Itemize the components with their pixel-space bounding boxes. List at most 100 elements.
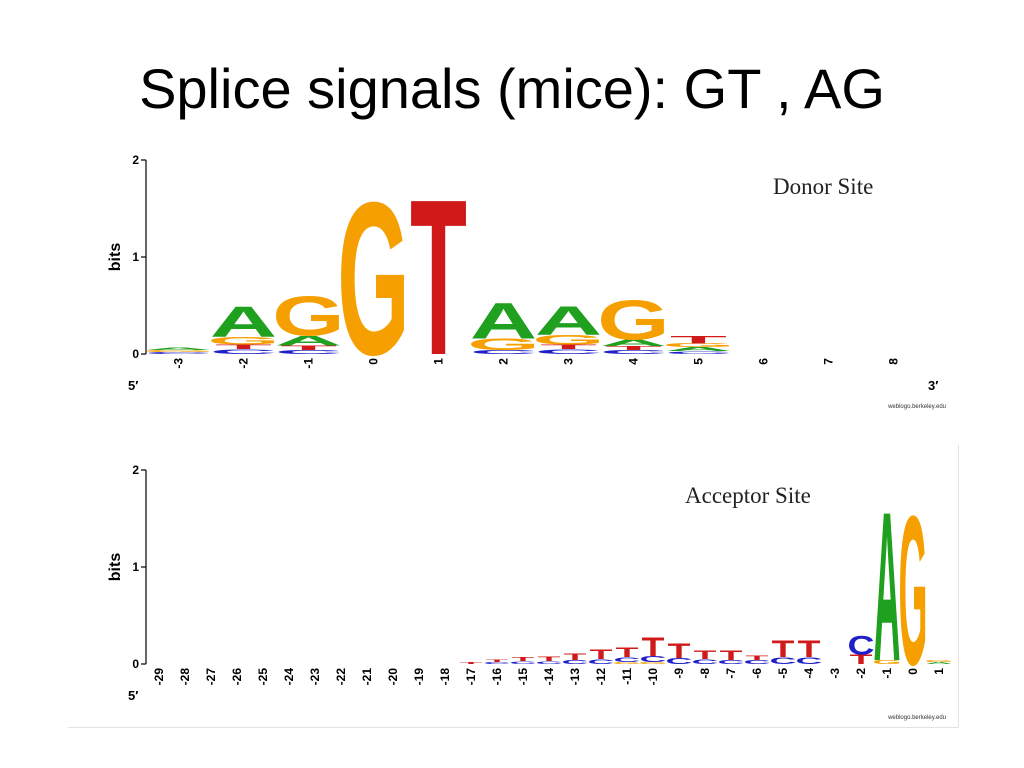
- logo-letter-g: G: [613, 662, 642, 665]
- logo-letter-c: C: [535, 348, 602, 356]
- logo-letter-a: A: [535, 299, 602, 344]
- logo-letter-t: T: [590, 647, 613, 662]
- logo-letter-g: G: [142, 350, 214, 353]
- position-label: -27: [204, 668, 218, 686]
- logo-letter-t: T: [670, 334, 727, 346]
- position-label: -7: [724, 668, 738, 679]
- logo-letter-t: T: [564, 651, 587, 662]
- logo-letter-g: G: [337, 156, 409, 401]
- position-label: -3: [172, 358, 186, 369]
- donor-site-logo: 0 1 2 bits Donor Site 5′ 3′ weblogo.berkeley.ed…: [68, 140, 958, 420]
- logo-letter-a: A: [275, 333, 342, 348]
- five-prime-label: 5′: [128, 688, 138, 703]
- logo-letter-g: G: [662, 342, 734, 348]
- y-axis-label: bits: [107, 243, 124, 272]
- five-prime-label: 5′: [128, 378, 138, 393]
- acceptor-site-title: Acceptor Site: [685, 483, 811, 508]
- y-tick-label: 2: [132, 463, 139, 477]
- position-label: 6: [757, 358, 771, 365]
- logo-letter-c: C: [145, 352, 212, 355]
- logo-letter-t: T: [410, 154, 467, 402]
- logo-letter-g: G: [925, 660, 954, 663]
- logo-letter-t: T: [720, 648, 743, 663]
- logo-letter-t: T: [694, 648, 717, 662]
- logo-letter-c: C: [600, 349, 667, 355]
- y-axis-label: bits: [107, 553, 124, 582]
- logo-letter-t: T: [215, 343, 272, 351]
- logo-letter-t: T: [605, 345, 662, 351]
- position-label: -2: [854, 668, 868, 679]
- position-label: -29: [152, 668, 166, 686]
- position-label: 4: [627, 358, 641, 365]
- position-label: -2: [237, 358, 251, 369]
- donor-site-title: Donor Site: [773, 174, 873, 199]
- position-label: -26: [230, 668, 244, 686]
- logo-letter-a: A: [874, 469, 901, 706]
- logo-letter-g: G: [639, 662, 668, 665]
- logo-letter-a: A: [210, 298, 277, 346]
- position-label: -6: [750, 668, 764, 679]
- position-label: -10: [646, 668, 660, 686]
- logo-letter-c: C: [510, 660, 537, 665]
- position-label: -17: [464, 668, 478, 686]
- weblogo-credit: weblogo.berkeley.edu: [887, 715, 946, 721]
- logo-letter-g: G: [532, 332, 604, 347]
- three-prime-label: 3′: [928, 378, 938, 393]
- logo-letter-t: T: [642, 632, 665, 662]
- position-label: 7: [822, 358, 836, 365]
- position-label: -23: [308, 668, 322, 686]
- logo-letter-t: T: [772, 636, 795, 663]
- logo-letter-c: C: [562, 659, 589, 665]
- logo-letter-t: T: [460, 662, 483, 665]
- donor-logo-svg: 0 1 2 bits Donor Site 5′ 3′ weblogo.berkeley.ed…: [107, 153, 946, 410]
- logo-letter-a: A: [600, 338, 667, 349]
- logo-letter-c: C: [536, 660, 563, 665]
- position-label: -4: [802, 668, 816, 679]
- logo-letter-c: C: [470, 349, 537, 355]
- logo-letter-g: G: [467, 336, 539, 354]
- position-label: -14: [542, 668, 556, 686]
- logo-letter-g: G: [899, 473, 928, 710]
- position-label: -13: [568, 668, 582, 686]
- position-label: 8: [887, 358, 901, 365]
- slide-title: Splice signals (mice): GT , AG: [139, 57, 885, 120]
- logo-letter-t: T: [746, 654, 770, 662]
- logo-letter-c: C: [665, 350, 732, 355]
- position-label: -9: [672, 668, 686, 679]
- logo-letter-c: C: [640, 655, 667, 664]
- weblogo-credit: weblogo.berkeley.edu: [887, 404, 946, 410]
- position-label: -24: [282, 668, 296, 686]
- y-tick-label: 1: [132, 560, 139, 574]
- position-label: 0: [367, 358, 381, 365]
- logo-letter-a: A: [665, 346, 732, 352]
- position-label: -19: [412, 668, 426, 686]
- logo-letter-g: G: [207, 335, 279, 347]
- position-label: -16: [490, 668, 504, 686]
- logo-letter-c: C: [718, 659, 745, 665]
- logo-letter-c: C: [275, 349, 342, 355]
- position-label: -12: [594, 668, 608, 686]
- logo-letter-g: G: [272, 285, 344, 348]
- logo-letter-c: C: [770, 655, 797, 666]
- position-label: 3: [562, 358, 576, 365]
- logo-letter-t: T: [616, 645, 639, 660]
- position-label: -11: [620, 668, 634, 685]
- y-tick-label: 2: [132, 153, 139, 167]
- position-label: -15: [516, 668, 530, 686]
- position-label: -1: [302, 358, 316, 369]
- logo-letter-t: T: [512, 656, 535, 662]
- logo-letter-t: T: [538, 655, 562, 663]
- position-label: -25: [256, 668, 270, 686]
- position-label: 1: [432, 358, 446, 365]
- position-label: -20: [386, 668, 400, 686]
- logo-letter-t: T: [850, 652, 873, 667]
- logo-letter-a: A: [470, 292, 537, 349]
- position-label: -28: [178, 668, 192, 686]
- logo-letter-c: C: [796, 655, 823, 666]
- logo-letter-c: C: [666, 657, 693, 666]
- logo-letter-t: T: [486, 658, 509, 663]
- position-label: -3: [828, 668, 842, 679]
- position-label: -21: [360, 668, 374, 686]
